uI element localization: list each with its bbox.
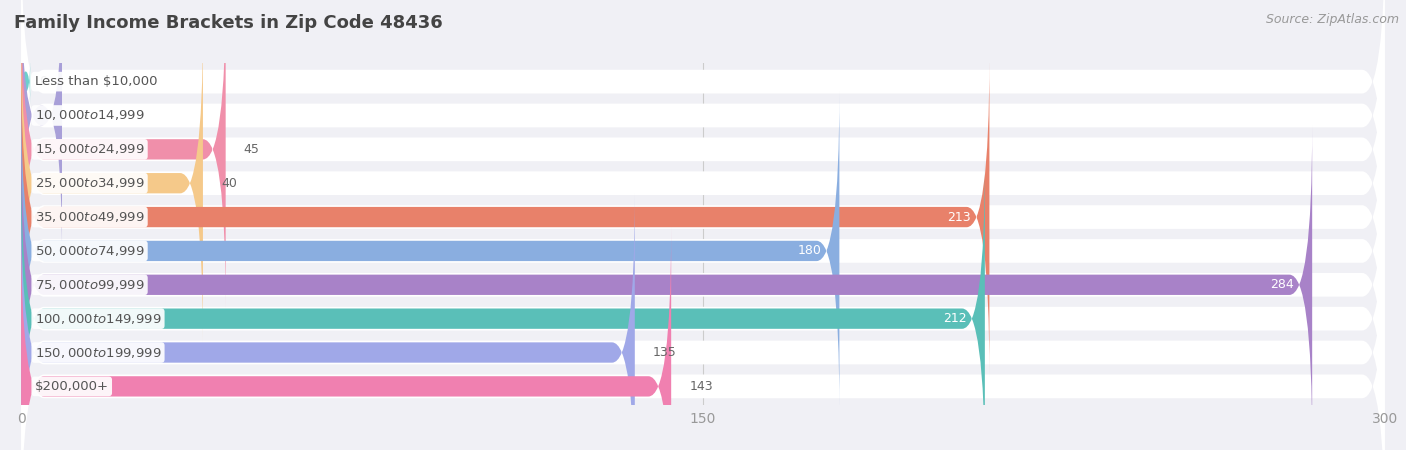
FancyBboxPatch shape	[21, 58, 990, 376]
Text: $200,000+: $200,000+	[35, 380, 108, 393]
FancyBboxPatch shape	[21, 0, 1385, 273]
Text: 180: 180	[797, 244, 821, 257]
FancyBboxPatch shape	[21, 92, 839, 410]
FancyBboxPatch shape	[21, 159, 984, 450]
FancyBboxPatch shape	[21, 161, 1385, 450]
FancyBboxPatch shape	[21, 127, 1385, 442]
Text: 213: 213	[948, 211, 972, 224]
Text: 135: 135	[652, 346, 676, 359]
FancyBboxPatch shape	[21, 195, 1385, 450]
FancyBboxPatch shape	[21, 194, 636, 450]
Text: $50,000 to $74,999: $50,000 to $74,999	[35, 244, 145, 258]
FancyBboxPatch shape	[21, 126, 1312, 444]
FancyBboxPatch shape	[21, 59, 1385, 374]
FancyBboxPatch shape	[21, 229, 1385, 450]
Text: Family Income Brackets in Zip Code 48436: Family Income Brackets in Zip Code 48436	[14, 14, 443, 32]
FancyBboxPatch shape	[21, 24, 202, 342]
Text: 40: 40	[221, 177, 238, 190]
FancyBboxPatch shape	[21, 58, 30, 105]
Text: $10,000 to $14,999: $10,000 to $14,999	[35, 108, 145, 122]
Text: 45: 45	[243, 143, 260, 156]
Text: $150,000 to $199,999: $150,000 to $199,999	[35, 346, 162, 360]
FancyBboxPatch shape	[21, 94, 1385, 409]
Text: 143: 143	[689, 380, 713, 393]
FancyBboxPatch shape	[21, 227, 671, 450]
Text: 0: 0	[39, 75, 48, 88]
Text: $25,000 to $34,999: $25,000 to $34,999	[35, 176, 145, 190]
Text: Source: ZipAtlas.com: Source: ZipAtlas.com	[1265, 14, 1399, 27]
Text: 284: 284	[1270, 278, 1294, 291]
FancyBboxPatch shape	[21, 0, 1385, 239]
Text: $100,000 to $149,999: $100,000 to $149,999	[35, 312, 162, 326]
FancyBboxPatch shape	[21, 26, 1385, 341]
Text: $15,000 to $24,999: $15,000 to $24,999	[35, 142, 145, 156]
FancyBboxPatch shape	[21, 0, 1385, 307]
Text: Less than $10,000: Less than $10,000	[35, 75, 157, 88]
Text: 212: 212	[943, 312, 967, 325]
Text: $75,000 to $99,999: $75,000 to $99,999	[35, 278, 145, 292]
Text: 9: 9	[80, 109, 89, 122]
FancyBboxPatch shape	[21, 0, 62, 258]
Text: $35,000 to $49,999: $35,000 to $49,999	[35, 210, 145, 224]
FancyBboxPatch shape	[21, 0, 226, 309]
